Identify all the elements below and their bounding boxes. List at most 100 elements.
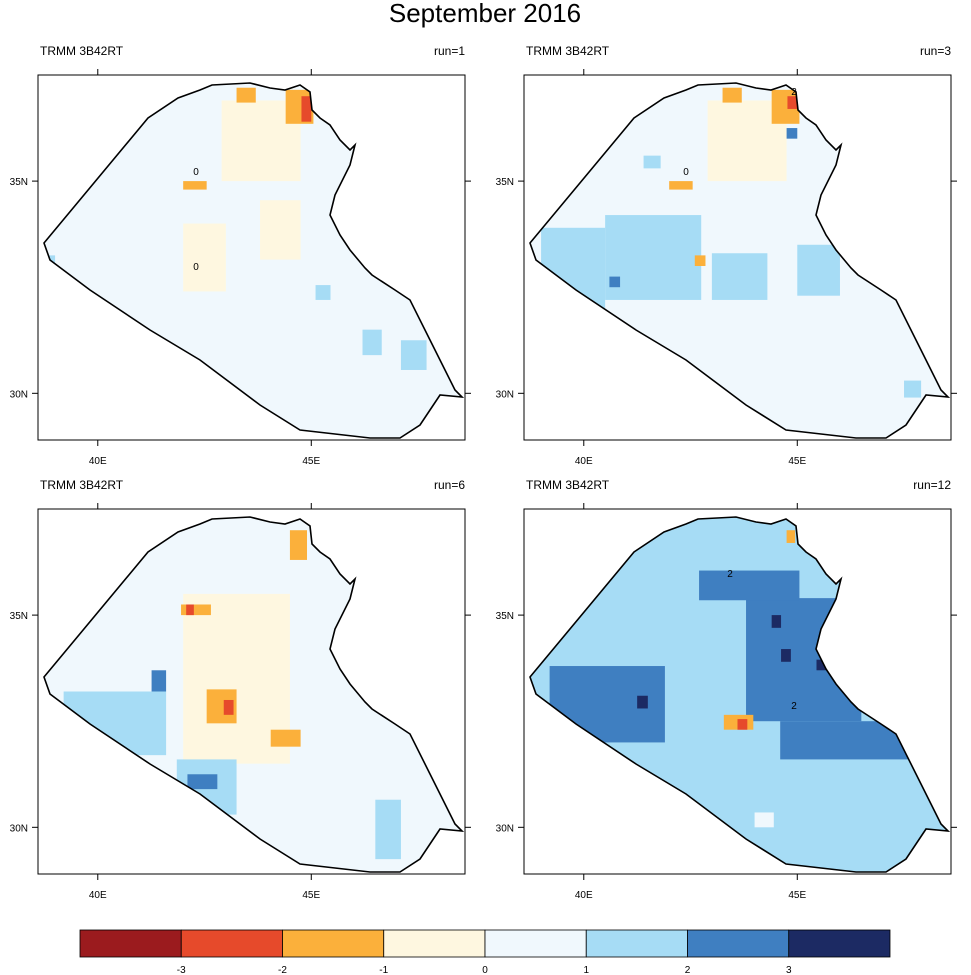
rain-cell [375, 799, 401, 860]
lat-tick-label: 30N [496, 823, 514, 834]
rain-cell [737, 719, 748, 730]
panel-right-label: run=3 [920, 44, 951, 58]
lon-tick-label: 40E [89, 890, 107, 901]
contour-label: 0 [193, 262, 199, 273]
lon-tick-label: 40E [575, 456, 593, 467]
map-panel: 40E 45E 30N 35N TRMM 3B42RT run=6 [10, 478, 471, 901]
rain-cell [362, 329, 382, 356]
colorbar-label: 1 [583, 965, 589, 975]
rain-cell [187, 774, 218, 790]
rain-cell [699, 570, 800, 601]
rain-cell [541, 227, 606, 326]
field [530, 83, 948, 438]
rain-cell [722, 87, 742, 103]
rain-cell [746, 598, 862, 722]
colorbar-label: 0 [482, 965, 488, 975]
map-panel: 40E 45E 30N 35N TRMM 3B42RT run=3 0 2 [496, 44, 957, 467]
field [44, 517, 462, 872]
rain-cell [223, 699, 234, 715]
colorbar-box [484, 929, 587, 958]
plot-frame [37, 508, 466, 875]
panel-left-label: TRMM 3B42RT [526, 478, 610, 492]
rain-cell [786, 128, 798, 139]
lat-tick-label: 30N [10, 389, 28, 400]
rain-cell [637, 695, 648, 709]
panel-left-label: TRMM 3B42RT [40, 478, 124, 492]
colorbar-label: -1 [379, 965, 388, 975]
field [530, 517, 948, 872]
lat-tick-label: 30N [10, 823, 28, 834]
rain-cell [797, 244, 840, 296]
rain-cell [780, 721, 915, 760]
lon-tick-label: 40E [89, 456, 107, 467]
panel-right-label: run=12 [913, 478, 951, 492]
lon-tick-label: 45E [788, 456, 806, 467]
colorbar-box [79, 929, 182, 958]
colorbar-box [788, 929, 891, 958]
country-outline [43, 516, 465, 873]
colorbar-label: 3 [786, 965, 792, 975]
field [44, 83, 462, 438]
colorbar-label: 2 [685, 965, 691, 975]
rain-cell [754, 812, 774, 828]
lon-tick-label: 40E [575, 890, 593, 901]
rain-cell [270, 729, 301, 747]
country-outline [529, 82, 951, 439]
rain-cell [151, 670, 167, 692]
panel-left-label: TRMM 3B42RT [526, 44, 610, 58]
plot-frame [523, 508, 952, 875]
lon-tick-label: 45E [302, 456, 320, 467]
rain-cell [183, 181, 207, 190]
colorbar-label: -2 [278, 965, 287, 975]
figure-title: September 2016 [389, 0, 581, 28]
lat-tick-label: 35N [496, 177, 514, 188]
rain-cell [236, 87, 256, 103]
country-outline [529, 516, 951, 873]
contour-label: 0 [683, 167, 689, 178]
lon-tick-label: 45E [788, 890, 806, 901]
rain-cell [711, 253, 768, 300]
colorbar-label: -3 [177, 965, 186, 975]
rain-cell [63, 691, 167, 756]
rain-cell [315, 285, 331, 300]
rain-cell [786, 530, 796, 543]
rain-cell [669, 181, 693, 190]
lat-tick-label: 35N [10, 611, 28, 622]
rain-cell [609, 276, 621, 288]
panel-right-label: run=6 [434, 478, 465, 492]
colorbar-box [282, 929, 385, 958]
rain-cell [605, 215, 702, 300]
rain-cell [904, 380, 922, 398]
rain-cell [186, 604, 194, 616]
colorbar-box [585, 929, 688, 958]
rain-cell [781, 649, 791, 662]
contour-label: 0 [193, 167, 199, 178]
lon-tick-label: 45E [302, 890, 320, 901]
colorbar-box [180, 929, 283, 958]
rain-cell [400, 340, 427, 370]
rain-cell [181, 604, 211, 616]
country-outline [43, 82, 465, 439]
rain-cell [579, 306, 591, 317]
rain-cell [260, 200, 301, 260]
contour-label: 2 [727, 569, 733, 580]
colorbar-box [687, 929, 790, 958]
rain-cell [643, 155, 661, 169]
rain-cell [289, 530, 308, 560]
rain-cell [816, 659, 828, 671]
plot-frame [523, 74, 952, 441]
rain-cell [301, 96, 312, 122]
map-panel: 40E 45E 30N 35N TRMM 3B42RT run=12 2 2 [496, 478, 957, 901]
rain-cell [787, 96, 798, 109]
contour-label: 2 [791, 87, 797, 98]
panel-left-label: TRMM 3B42RT [40, 44, 124, 58]
lat-tick-label: 30N [496, 389, 514, 400]
map-panel: 40E 45E 30N 35N TRMM 3B42RT run=1 0 0 [10, 44, 471, 467]
rain-cell [183, 223, 226, 292]
lat-tick-label: 35N [10, 177, 28, 188]
colorbar: -3 -2 -1 0 1 2 3 [79, 929, 891, 975]
contour-label: 2 [791, 701, 797, 712]
rain-cell [694, 255, 706, 266]
rain-cell [771, 615, 782, 628]
